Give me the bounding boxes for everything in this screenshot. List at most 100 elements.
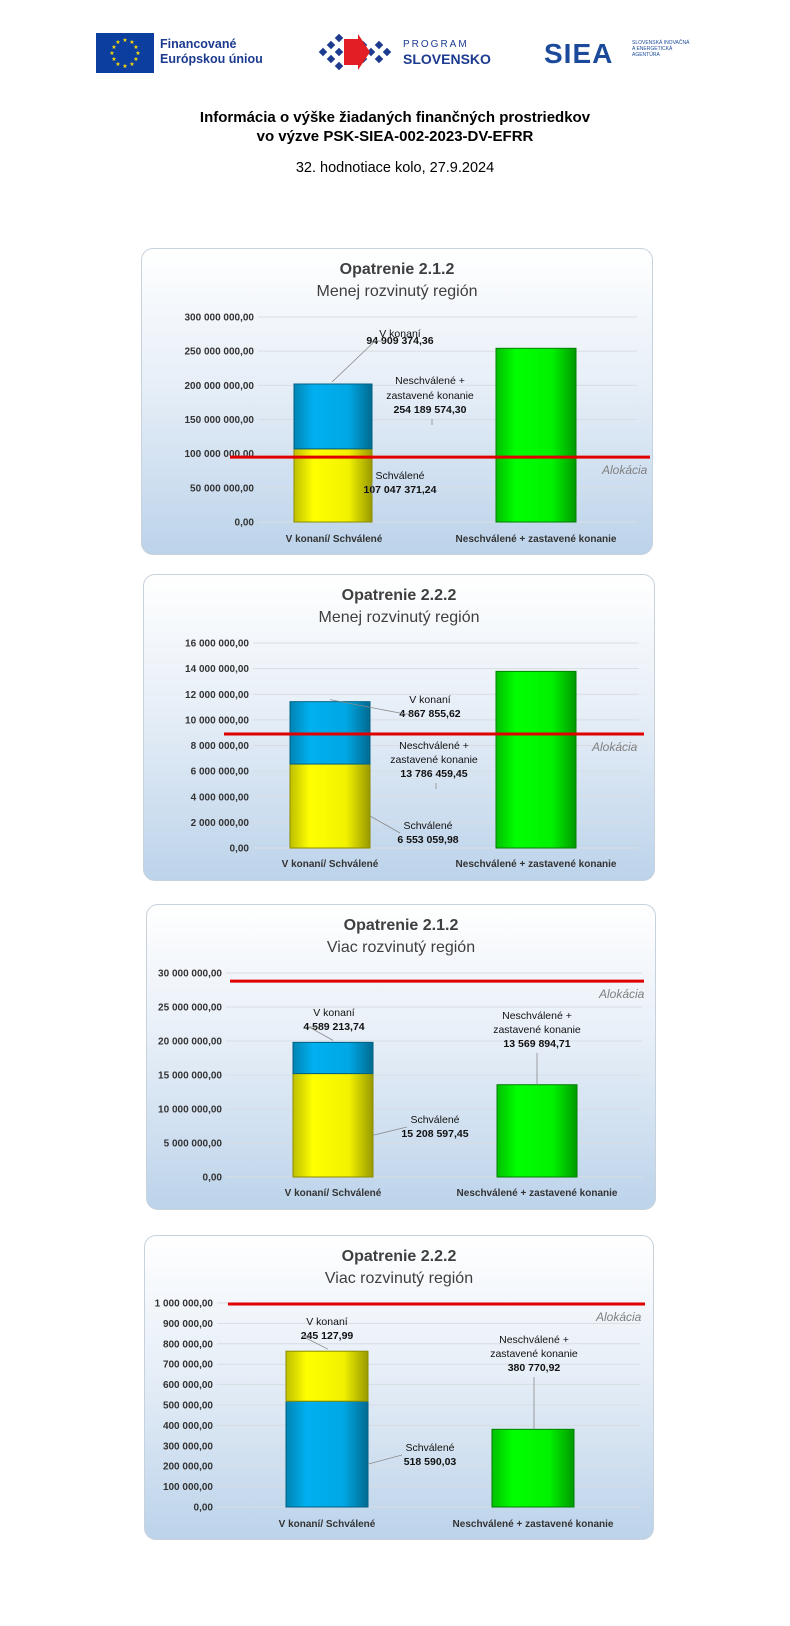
slovensko-text: SLOVENSKO bbox=[403, 51, 491, 67]
neschvalene-value: 13 786 459,45 bbox=[400, 768, 467, 780]
schvalene-label: Schválené bbox=[403, 820, 452, 832]
y-tick-label: 14 000 000,00 bbox=[185, 664, 249, 675]
y-tick-label: 100 000,00 bbox=[163, 1482, 213, 1493]
neschvalene-label: zastavené konanie bbox=[390, 754, 478, 766]
leader-line bbox=[331, 340, 385, 383]
y-tick-label: 0,00 bbox=[235, 518, 255, 529]
chart-subtitle: Menej rozvinutý región bbox=[316, 283, 478, 300]
bar-v-konani bbox=[293, 383, 373, 450]
svg-text:★: ★ bbox=[115, 61, 120, 68]
chart-panel-4: Opatrenie 2.2.2 Viac rozvinutý región 0,… bbox=[144, 1235, 654, 1540]
svg-text:★: ★ bbox=[135, 50, 140, 57]
document-subtitle: 32. hodnotiace kolo, 27.9.2024 bbox=[295, 160, 495, 176]
svg-text:★: ★ bbox=[122, 37, 127, 44]
chart-svg: 0,00 100 000,00 200 000,00 300 000,00 400 00… bbox=[155, 1299, 645, 1530]
chart-panel-2: Opatrenie 2.2.2 Menej rozvinutý región 0… bbox=[143, 574, 655, 881]
y-tick-label: 5 000 000,00 bbox=[164, 1139, 223, 1150]
chart-subtitle: Viac rozvinutý región bbox=[326, 939, 476, 956]
leader-line bbox=[367, 1454, 403, 1465]
chart-subtitle: Menej rozvinutý región bbox=[318, 609, 480, 626]
neschvalene-value: 380 770,92 bbox=[508, 1362, 561, 1374]
x-category-label: V konaní/ Schválené bbox=[286, 534, 383, 545]
v-konani-label: V konaní bbox=[379, 328, 421, 340]
svg-text:★: ★ bbox=[111, 44, 116, 51]
y-tick-label: 700 000,00 bbox=[163, 1360, 213, 1371]
y-tick-label: 12 000 000,00 bbox=[185, 690, 249, 701]
y-tick-label: 500 000,00 bbox=[163, 1401, 213, 1412]
neschvalene-value: 254 189 574,30 bbox=[394, 404, 467, 416]
chart-title: Opatrenie 2.1.2 bbox=[343, 917, 459, 934]
svg-text:★: ★ bbox=[129, 61, 134, 68]
v-konani-value: 94 909 374,36 bbox=[366, 335, 433, 347]
x-category-label: Neschválené + zastavené konanie bbox=[453, 1519, 614, 1530]
neschvalene-label: Neschválené + bbox=[499, 1334, 569, 1346]
allocation-label: Alokácia bbox=[591, 740, 638, 754]
schvalene-value: 518 590,03 bbox=[404, 1456, 457, 1468]
y-tick-label: 50 000 000,00 bbox=[190, 483, 254, 494]
schvalene-value: 15 208 597,45 bbox=[401, 1128, 468, 1140]
bar-schvalene bbox=[289, 763, 371, 849]
title-line2: vo výzve PSK-SIEA-002-2023-DV-EFRR bbox=[256, 128, 534, 145]
leader-line bbox=[372, 1126, 408, 1136]
neschvalene-label: zastavené konanie bbox=[490, 1348, 578, 1360]
bar-v-konani bbox=[292, 1041, 374, 1075]
chart-title: Opatrenie 2.2.2 bbox=[341, 587, 457, 604]
y-tick-label: 250 000 000,00 bbox=[184, 347, 254, 358]
y-tick-label: 1 000 000,00 bbox=[155, 1299, 214, 1310]
neschvalene-label: Neschválené + bbox=[395, 375, 465, 387]
bar-v-konani bbox=[285, 1350, 369, 1402]
y-tick-label: 0,00 bbox=[194, 1503, 214, 1514]
allocation-label: Alokácia bbox=[601, 463, 648, 477]
y-tick-label: 8 000 000,00 bbox=[191, 741, 250, 752]
v-konani-label: V konaní bbox=[409, 694, 451, 706]
y-tick-label: 16 000 000,00 bbox=[185, 639, 249, 650]
y-tick-label: 100 000 000,00 bbox=[184, 449, 254, 460]
neschvalene-label: Neschválené + bbox=[399, 740, 469, 752]
y-tick-label: 300 000,00 bbox=[163, 1441, 213, 1452]
svg-text:★: ★ bbox=[122, 63, 127, 70]
neschvalene-value: 13 569 894,71 bbox=[503, 1038, 570, 1050]
allocation-label: Alokácia bbox=[595, 1310, 642, 1324]
x-category-label: V konaní/ Schválené bbox=[285, 1188, 382, 1199]
y-tick-label: 20 000 000,00 bbox=[158, 1037, 222, 1048]
v-konani-label: V konaní bbox=[306, 1316, 348, 1328]
siea-logo-text: SIEA bbox=[544, 38, 614, 69]
v-konani-value: 245 127,99 bbox=[301, 1330, 354, 1342]
y-tick-label: 400 000,00 bbox=[163, 1421, 213, 1432]
siea-small-text: SLOVENSKÁ INOVAČNÁ A ENERGETICKÁ AGENTÚR… bbox=[632, 40, 690, 58]
chart-panel-3: Opatrenie 2.1.2 Viac rozvinutý región 0,… bbox=[146, 904, 656, 1210]
eu-logo-line2: Európskou úniou bbox=[160, 52, 263, 66]
program-slovensko-logo-icon bbox=[318, 33, 392, 71]
allocation-label: Alokácia bbox=[598, 987, 645, 1001]
x-category-label: V konaní/ Schválené bbox=[279, 1519, 376, 1530]
y-tick-label: 300 000 000,00 bbox=[184, 313, 254, 324]
schvalene-label: Schválené bbox=[375, 470, 424, 482]
chart-title: Opatrenie 2.1.2 bbox=[339, 261, 455, 278]
title-line1: Informácia o výške žiadaných finančných … bbox=[199, 109, 591, 126]
document-title: Informácia o výške žiadaných finančných … bbox=[0, 108, 790, 146]
y-tick-label: 4 000 000,00 bbox=[191, 792, 250, 803]
chart-subtitle: Viac rozvinutý región bbox=[324, 1270, 474, 1287]
y-tick-label: 30 000 000,00 bbox=[158, 969, 222, 980]
y-tick-label: 900 000,00 bbox=[163, 1319, 213, 1330]
neschvalene-label: zastavené konanie bbox=[386, 390, 474, 402]
y-tick-label: 200 000 000,00 bbox=[184, 381, 254, 392]
y-tick-label: 10 000 000,00 bbox=[185, 715, 249, 726]
x-category-label: Neschválené + zastavené konanie bbox=[457, 1188, 618, 1199]
y-tick-label: 200 000,00 bbox=[163, 1462, 213, 1473]
schvalene-value: 6 553 059,98 bbox=[397, 834, 458, 846]
chart-svg: 0,00 50 000 000,00 100 000 000,00 150 000 0… bbox=[184, 313, 650, 545]
y-tick-label: 10 000 000,00 bbox=[158, 1105, 222, 1116]
bar-schvalene bbox=[292, 1073, 374, 1178]
chart-svg: 0,00 2 000 000,00 4 000 000,00 6 000 000,00… bbox=[185, 639, 644, 870]
svg-text:★: ★ bbox=[133, 56, 138, 63]
v-konani-value: 4 867 855,62 bbox=[399, 708, 460, 720]
y-tick-label: 15 000 000,00 bbox=[158, 1071, 222, 1082]
bar-neschvalene bbox=[496, 1084, 578, 1178]
neschvalene-label: Neschválené + bbox=[502, 1010, 572, 1022]
chart-panel-1: Opatrenie 2.1.2 Menej rozvinutý región 0… bbox=[141, 248, 653, 555]
neschvalene-label: zastavené konanie bbox=[493, 1024, 581, 1036]
x-category-label: V konaní/ Schválené bbox=[282, 859, 379, 870]
eu-flag-icon: ★ ★ ★ ★ ★ ★ ★ ★ ★ ★ ★ ★ bbox=[96, 33, 154, 73]
svg-text:★: ★ bbox=[129, 39, 134, 46]
